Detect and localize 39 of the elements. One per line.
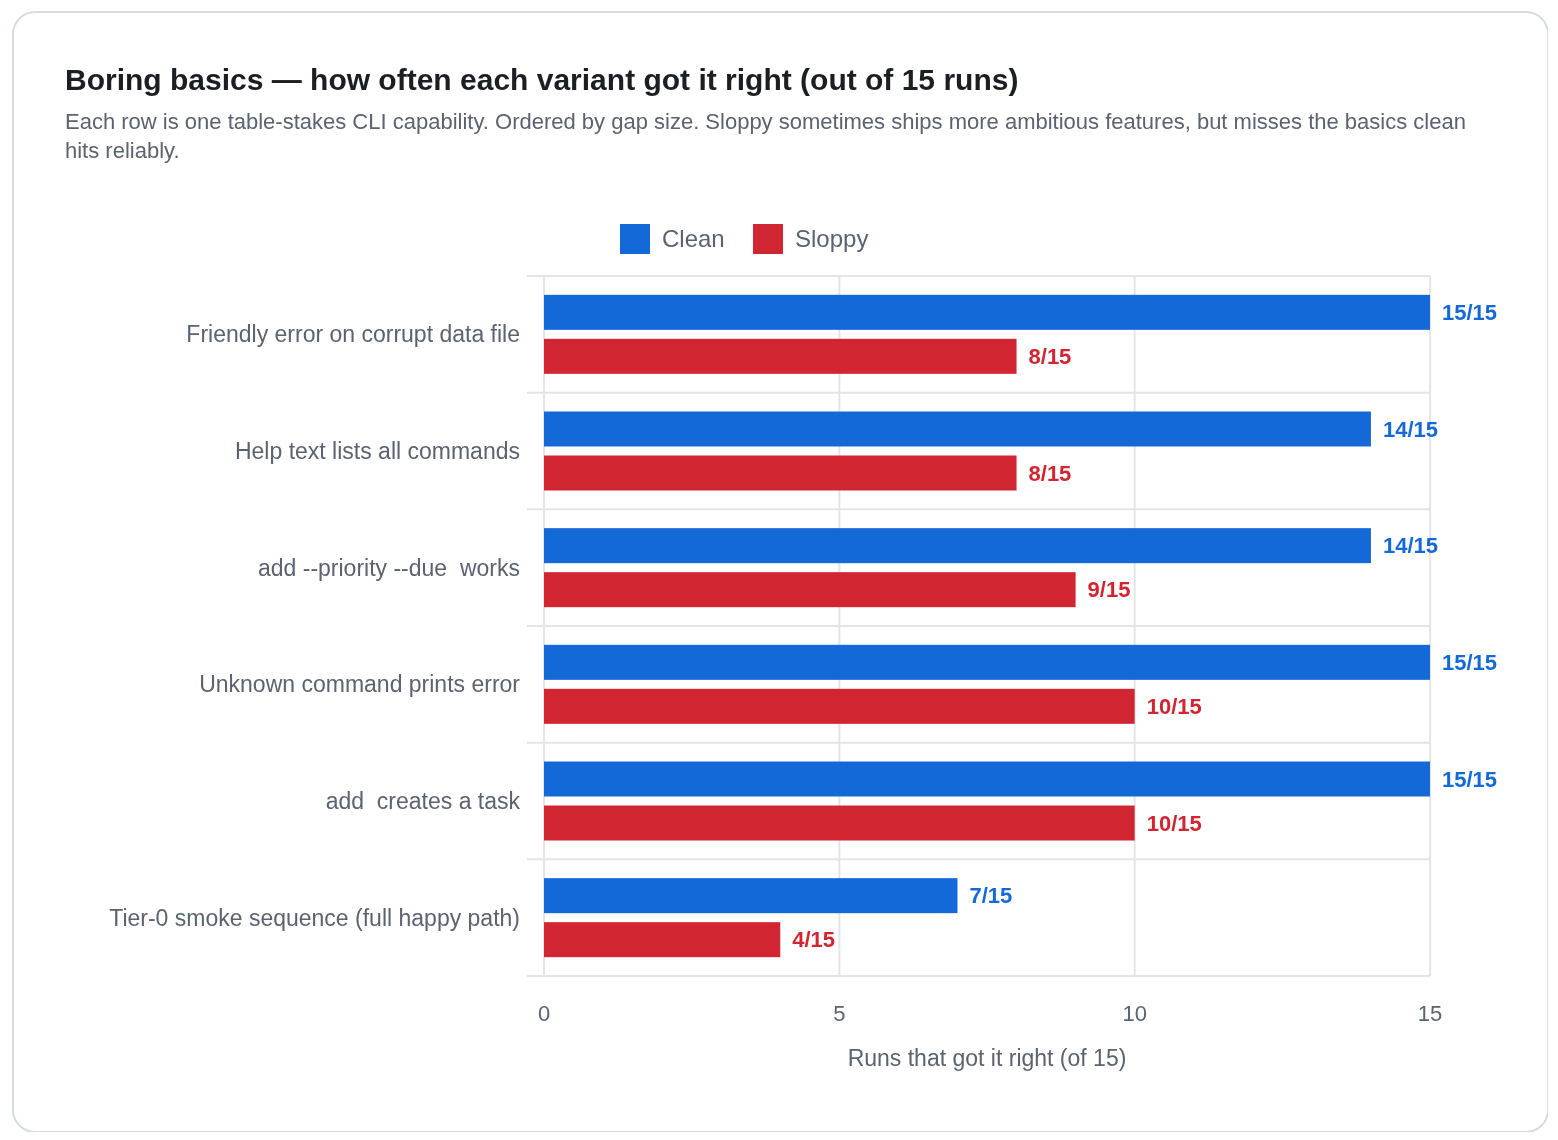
bar — [544, 922, 781, 958]
x-tick-label: 15 — [1417, 1000, 1443, 1026]
legend-label: Sloppy — [795, 225, 869, 253]
bar — [544, 455, 1017, 491]
bar — [544, 572, 1076, 608]
bar — [544, 805, 1135, 841]
y-tick-label: add creates a task — [325, 788, 521, 815]
data-label: 15/15 — [1442, 300, 1498, 326]
y-tick-label: add --priority --due works — [257, 554, 520, 581]
bar — [544, 411, 1371, 447]
bar — [544, 761, 1430, 797]
data-label: 9/15 — [1087, 577, 1131, 603]
chart-title: Boring basics — how often each variant got it right (out of 15 runs) — [65, 63, 1019, 96]
data-label: 15/15 — [1442, 650, 1498, 676]
data-label: 14/15 — [1382, 533, 1438, 559]
data-label: 14/15 — [1382, 416, 1438, 442]
y-tick-label: Unknown command prints error — [199, 671, 521, 698]
bar — [544, 528, 1371, 564]
x-tick-label: 10 — [1122, 1000, 1147, 1026]
data-label: 15/15 — [1442, 766, 1498, 792]
bar — [544, 878, 958, 914]
chart-subtitle: Each row is one table-stakes CLI capability. Ordered by gap size. Sloppy sometimes ships more ambitious features, but misses the basics clean hits reliably. — [65, 109, 1466, 163]
x-axis-title: Runs that got it right (of 15) — [847, 1045, 1127, 1072]
data-label: 8/15 — [1028, 344, 1072, 370]
y-tick-label: Help text lists all commands — [234, 438, 520, 465]
bar — [544, 338, 1017, 374]
bar — [544, 688, 1135, 724]
bar — [544, 294, 1430, 330]
legend-label: Clean — [662, 225, 725, 253]
data-label: 8/15 — [1028, 460, 1072, 486]
data-label: 7/15 — [969, 883, 1013, 909]
y-tick-label: Friendly error on corrupt data file — [186, 321, 520, 348]
data-label: 10/15 — [1146, 810, 1202, 836]
data-label: 4/15 — [792, 927, 836, 953]
x-tick-label: 5 — [833, 1000, 846, 1026]
data-label: 10/15 — [1146, 694, 1202, 720]
bar — [544, 644, 1430, 680]
x-tick-label: 0 — [537, 1000, 551, 1026]
y-tick-label: Tier-0 smoke sequence (full happy path) — [109, 904, 520, 931]
